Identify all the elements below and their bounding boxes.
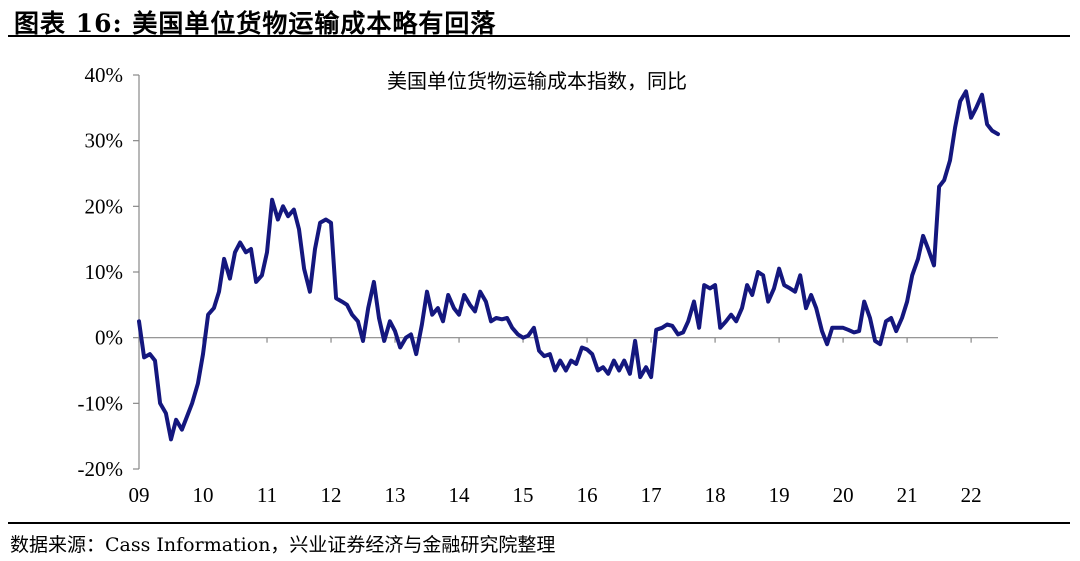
y-tick-label: 10% bbox=[85, 260, 124, 284]
x-tick-label: 13 bbox=[385, 483, 406, 507]
x-tick-label: 11 bbox=[257, 483, 277, 507]
series-line bbox=[137, 89, 1000, 442]
x-tick-label: 09 bbox=[129, 483, 150, 507]
x-tick-label: 18 bbox=[705, 483, 726, 507]
x-tick-label: 19 bbox=[769, 483, 790, 507]
x-tick-label: 14 bbox=[449, 483, 471, 507]
figure-title: 图表 16: 美国单位货物运输成本略有回落 bbox=[14, 9, 497, 38]
x-tick-label: 20 bbox=[833, 483, 854, 507]
x-tick-label: 10 bbox=[193, 483, 214, 507]
y-tick-label: 0% bbox=[95, 326, 123, 350]
source-note: 数据来源：Cass Information，兴业证券经济与金融研究院整理 bbox=[10, 534, 556, 556]
chart-title: 美国单位货物运输成本指数，同比 bbox=[387, 69, 687, 93]
y-tick-label: -10% bbox=[78, 391, 124, 415]
chart-ticks: -20% -10% 0% 10% 20% 30% 40% 09 10 11 12 13 14 15 16 17… bbox=[78, 63, 982, 507]
y-tick-label: 40% bbox=[85, 63, 124, 87]
top-rule bbox=[8, 35, 1070, 37]
x-tick-label: 17 bbox=[641, 483, 662, 507]
bottom-rule bbox=[8, 522, 1070, 524]
x-tick-label: 16 bbox=[577, 483, 598, 507]
x-tick-label: 12 bbox=[321, 483, 342, 507]
x-tick-label: 22 bbox=[961, 483, 982, 507]
y-tick-label: -20% bbox=[78, 457, 124, 481]
chart-axes bbox=[138, 75, 998, 469]
x-tick-label: 15 bbox=[513, 483, 534, 507]
y-tick-label: 20% bbox=[85, 194, 124, 218]
chart-lines bbox=[137, 89, 1000, 442]
y-tick-label: 30% bbox=[85, 129, 124, 153]
x-tick-label: 21 bbox=[897, 483, 918, 507]
